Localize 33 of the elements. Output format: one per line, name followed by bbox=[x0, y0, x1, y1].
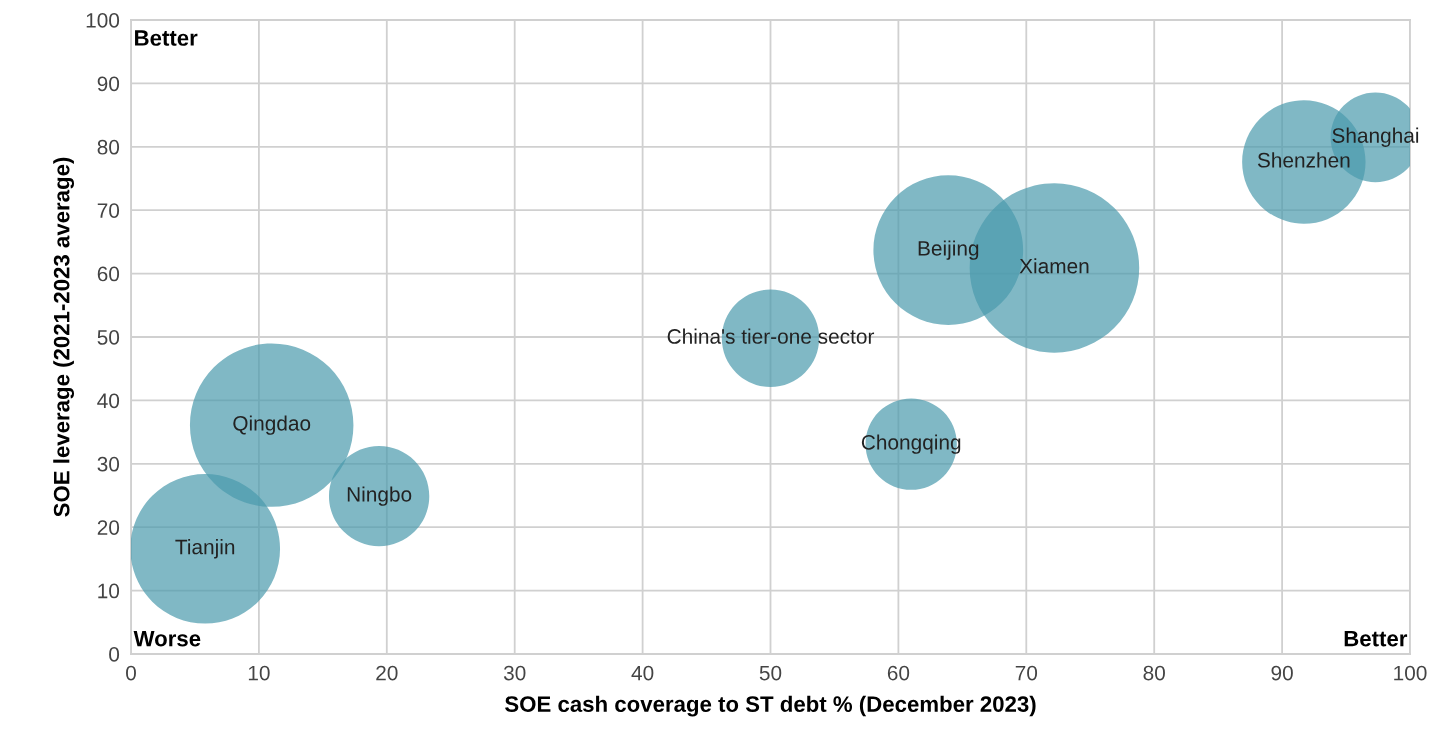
y-tick-label: 60 bbox=[97, 266, 120, 282]
series-label: Xiamen bbox=[1019, 258, 1089, 274]
x-tick-label: 90 bbox=[1271, 665, 1293, 681]
annotation: Better bbox=[135, 30, 198, 46]
y-tick-label: 90 bbox=[97, 76, 120, 92]
annotation: Worse bbox=[133, 630, 201, 647]
series-label: Tianjin bbox=[175, 539, 235, 559]
y-tick-label: 80 bbox=[97, 139, 120, 155]
y-tick-label: 50 bbox=[97, 330, 120, 345]
series-label: Ningbo bbox=[347, 486, 412, 506]
y-tick-label: 30 bbox=[97, 456, 120, 472]
y-tick-label: 20 bbox=[97, 520, 120, 535]
series-label: Shenzhen bbox=[1257, 152, 1350, 168]
series-label: Beijing bbox=[918, 240, 979, 260]
y-tick-label: 0 bbox=[109, 647, 120, 662]
x-tick-label: 70 bbox=[1015, 665, 1038, 681]
x-tick-label: 100 bbox=[1394, 665, 1427, 681]
x-tick-label: 40 bbox=[631, 665, 654, 681]
x-tick-label: 10 bbox=[248, 665, 270, 681]
x-tick-label: 60 bbox=[887, 665, 910, 681]
y-tick-label: 70 bbox=[97, 203, 120, 218]
x-tick-label: 20 bbox=[376, 665, 398, 681]
y-tick-label: 10 bbox=[98, 583, 120, 599]
x-tick-label: 80 bbox=[1143, 665, 1165, 681]
annotation: Better bbox=[1344, 630, 1408, 647]
y-tick-label: 40 bbox=[97, 393, 120, 409]
x-tick-label: 30 bbox=[503, 665, 526, 681]
y-tick-label: 100 bbox=[86, 13, 120, 28]
x-tick-label: 50 bbox=[759, 665, 782, 681]
y-axis-title: SOE leverage (2021-2023 average) bbox=[53, 157, 75, 517]
x-tick-label: 0 bbox=[126, 665, 136, 681]
x-axis-title: SOE cash coverage to ST debt % (December 2023) bbox=[505, 695, 1036, 717]
series-label: Qingdao bbox=[233, 415, 311, 435]
